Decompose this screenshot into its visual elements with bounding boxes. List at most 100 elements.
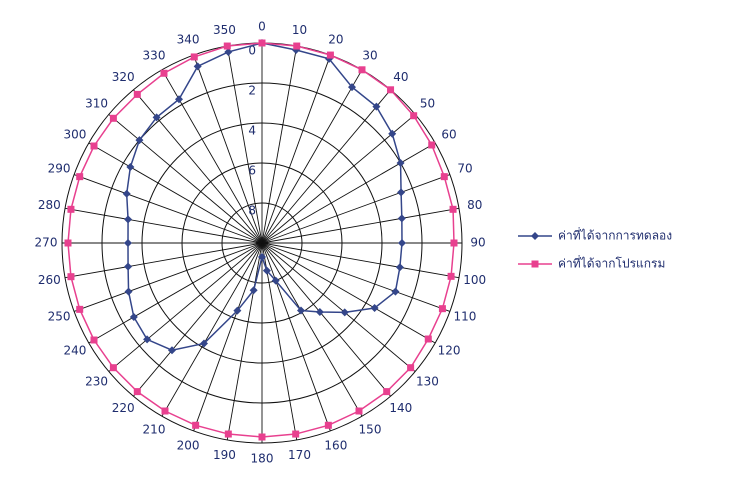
- grid-spoke: [261, 69, 363, 244]
- grid-spoke: [261, 174, 451, 244]
- angle-label: 310: [85, 97, 108, 111]
- data-point: [410, 112, 418, 120]
- angle-label: 140: [389, 401, 412, 415]
- angle-label: 50: [420, 97, 435, 111]
- grid-spoke: [64, 207, 263, 244]
- angle-label: 80: [467, 198, 482, 212]
- angle-label: 40: [393, 70, 408, 84]
- angle-label: 270: [35, 236, 58, 250]
- grid-spoke: [226, 242, 263, 441]
- data-point: [90, 336, 98, 344]
- data-point: [324, 421, 332, 429]
- data-point: [440, 173, 448, 181]
- angle-label: 110: [454, 309, 477, 323]
- data-point: [258, 433, 266, 441]
- data-point: [190, 53, 198, 61]
- data-point: [326, 51, 334, 59]
- grid-spoke: [261, 45, 298, 244]
- grid-spoke: [261, 142, 436, 244]
- legend-marker: [531, 232, 539, 240]
- data-point: [424, 335, 432, 343]
- angle-label: 280: [38, 198, 61, 212]
- grid-spoke: [261, 242, 460, 279]
- data-point: [447, 272, 455, 280]
- data-point: [297, 306, 305, 315]
- radial-tick-label: 2: [248, 84, 256, 98]
- data-point: [340, 308, 349, 317]
- angle-label: 120: [438, 344, 461, 358]
- radial-tick-label: 0: [248, 44, 256, 58]
- radial-tick-label: 8: [248, 204, 256, 218]
- data-point: [133, 388, 141, 396]
- grid-spoke: [73, 242, 263, 312]
- grid-spoke: [193, 242, 263, 432]
- grid-spoke: [193, 54, 263, 244]
- data-point: [143, 335, 152, 344]
- data-point: [233, 306, 242, 315]
- data-point: [258, 253, 266, 261]
- angle-label: 260: [38, 273, 61, 287]
- grid-spoke: [261, 242, 363, 417]
- grid-spoke: [108, 242, 263, 372]
- angle-label: 350: [213, 23, 236, 37]
- data-point: [200, 339, 208, 348]
- angle-label: 60: [441, 128, 456, 142]
- legend-label: ค่าที่ได้จากโปรแกรม: [558, 255, 665, 271]
- data-point: [67, 205, 75, 213]
- grid-spoke: [226, 45, 263, 244]
- data-point: [224, 430, 232, 438]
- grid-spoke: [261, 242, 331, 432]
- data-point: [109, 364, 117, 372]
- angle-label: 160: [324, 438, 347, 452]
- legend-marker: [531, 260, 539, 268]
- angle-label: 20: [328, 33, 343, 47]
- data-point: [388, 129, 397, 138]
- grid-spoke: [261, 242, 436, 344]
- data-point: [152, 113, 161, 122]
- angle-label: 340: [177, 33, 200, 47]
- angle-label: 100: [463, 273, 486, 287]
- grid-spoke: [108, 114, 263, 244]
- data-point: [224, 47, 233, 56]
- angle-label: 70: [457, 162, 472, 176]
- data-point: [124, 287, 133, 296]
- data-point: [262, 266, 271, 275]
- data-point: [315, 307, 324, 316]
- angle-label: 180: [251, 452, 274, 466]
- data-point: [293, 42, 301, 50]
- angle-label: 290: [48, 162, 71, 176]
- data-point: [223, 42, 231, 50]
- data-point: [192, 421, 200, 429]
- angle-label: 170: [288, 448, 311, 462]
- angle-label: 240: [63, 344, 86, 358]
- data-point: [383, 388, 391, 396]
- grid-spoke: [133, 242, 263, 397]
- grid-spoke: [261, 89, 391, 244]
- data-point: [370, 304, 379, 312]
- data-point: [355, 407, 363, 415]
- data-point: [249, 286, 258, 295]
- angle-label: 130: [416, 374, 439, 388]
- data-point: [396, 159, 405, 167]
- data-point: [397, 188, 406, 197]
- data-point: [450, 239, 458, 247]
- angle-label: 0: [258, 20, 266, 34]
- grid-spoke: [261, 114, 416, 244]
- angle-label: 190: [213, 448, 236, 462]
- data-point: [292, 430, 300, 438]
- data-point: [124, 262, 133, 271]
- angle-label: 300: [63, 128, 86, 142]
- angle-label: 230: [85, 374, 108, 388]
- data-point: [133, 90, 141, 98]
- grid-spoke: [88, 142, 263, 244]
- grid-spoke: [261, 242, 416, 372]
- grid-spoke: [261, 242, 451, 312]
- data-point: [122, 189, 131, 198]
- data-point: [395, 263, 404, 272]
- data-point: [387, 86, 395, 94]
- data-point: [407, 364, 415, 372]
- angle-label: 30: [362, 48, 377, 62]
- grid-spoke: [161, 242, 263, 417]
- series-line: [125, 42, 403, 352]
- data-point: [175, 95, 183, 104]
